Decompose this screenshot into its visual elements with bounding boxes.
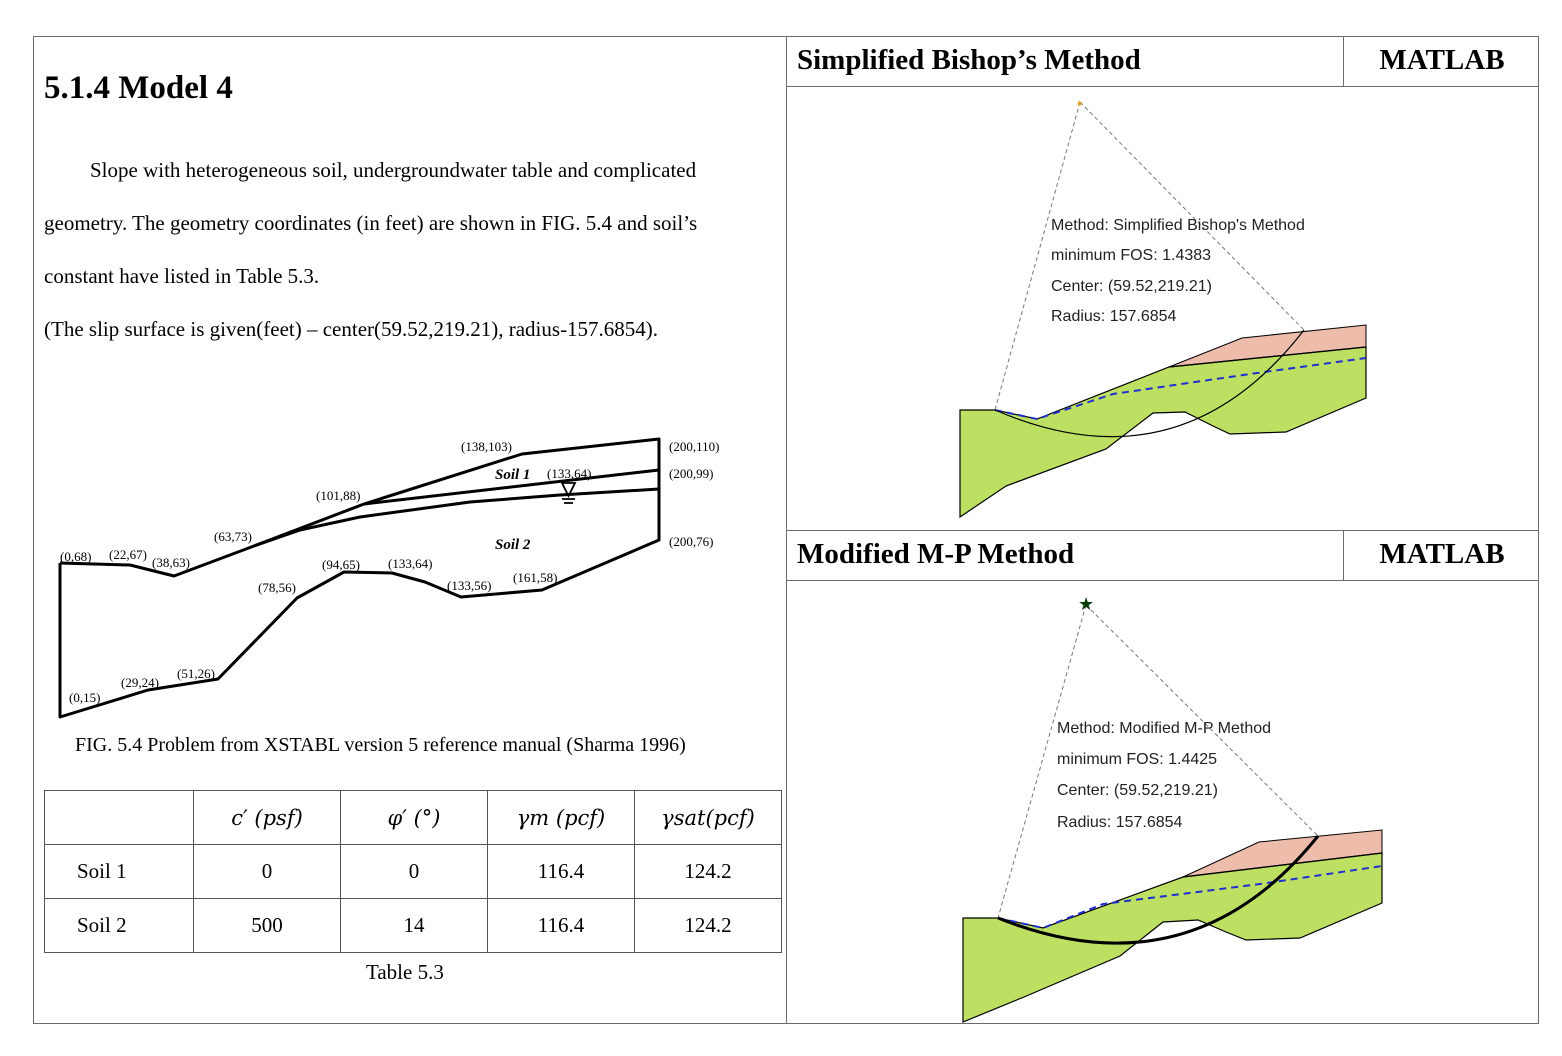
panel2-tag: MATLAB (1379, 538, 1505, 570)
panel1-tag: MATLAB (1379, 44, 1505, 76)
label-138-103: (138,103) (461, 439, 512, 454)
modified-mp-plot: ★ Method: Modified M-P Method minimum FO… (962, 594, 1383, 1023)
soil-boundary-line (1168, 346, 1367, 368)
table-cell: 116.4 (487, 844, 635, 899)
table-cell: 116.4 (487, 898, 635, 953)
paragraph-line-3: constant have listed in Table 5.3. (44, 264, 320, 288)
table-cell: 124.2 (634, 898, 782, 953)
water-table-line (994, 357, 1367, 421)
label-78-56: (78,56) (258, 580, 296, 595)
table-header-row: c′ (psf) φ′ (°) γm (pcf) γsat(pcf) (44, 790, 782, 845)
slip-surface (997, 835, 1320, 945)
figure-caption: FIG. 5.4 Problem from XSTABL version 5 r… (75, 734, 686, 756)
radius-line-right (1085, 604, 1319, 837)
soil-boundary-line (1182, 852, 1383, 878)
table-row: Soil 2 500 14 116.4 124.2 (44, 898, 782, 953)
table-row: Soil 1 0 0 116.4 124.2 (44, 844, 782, 899)
table-header-cell: c′ (psf) (193, 790, 341, 845)
slope-geometry-figure: (0,68) (22,67) (38,63) (63,73) (101,88) … (58, 437, 719, 719)
table-header-cell: φ′ (°) (340, 790, 488, 845)
radius-line-right (1079, 101, 1305, 331)
paragraph-line-2: geometry. The geometry coordinates (in f… (44, 211, 698, 235)
soil2-region (959, 346, 1367, 519)
label-0-15: (0,15) (69, 690, 100, 705)
table-header-cell: γsat(pcf) (634, 790, 782, 845)
table-cell: 0 (193, 844, 341, 899)
panel2-header-divider (786, 580, 1539, 581)
soil-constants-table: c′ (psf) φ′ (°) γm (pcf) γsat(pcf) Soil … (44, 790, 782, 953)
water-table-icon (560, 482, 577, 504)
panel1-title: Simplified Bishop’s Method (797, 44, 1141, 76)
center-marker-icon: ★ (1076, 99, 1083, 108)
label-38-63: (38,63) (152, 555, 190, 570)
label-0-68: (0,68) (60, 549, 91, 564)
annotation-center: Center: (59.52,219.21) (1057, 782, 1218, 799)
annotation-fos: minimum FOS: 1.4383 (1051, 247, 1211, 264)
table-cell: 14 (340, 898, 488, 953)
label-63-73: (63,73) (214, 529, 252, 544)
label-22-67: (22,67) (109, 547, 147, 562)
annotation-radius: Radius: 157.6854 (1057, 814, 1183, 831)
soil2-label: Soil 2 (495, 537, 531, 553)
label-51-26: (51,26) (177, 666, 215, 681)
panel1-header-divider (786, 86, 1539, 87)
annotation-fos: minimum FOS: 1.4425 (1057, 751, 1217, 768)
ground-surface-line (58, 437, 661, 719)
soil2-region (962, 852, 1383, 1023)
soil1-label: Soil 1 (495, 467, 530, 483)
center-marker-icon: ★ (1078, 594, 1094, 614)
bishop-plot: ★ Method: Simplified Bishop's Method min… (959, 99, 1367, 519)
table-header-cell (44, 790, 194, 845)
label-133-56: (133,56) (447, 578, 491, 593)
annotation-radius: Radius: 157.6854 (1051, 308, 1177, 325)
label-200-76: (200,76) (669, 534, 713, 549)
table-cell: Soil 1 (44, 844, 194, 899)
table-caption: Table 5.3 (366, 960, 444, 984)
water-table-line (253, 487, 660, 548)
annotation-center: Center: (59.52,219.21) (1051, 278, 1212, 295)
radius-line-left (994, 101, 1081, 411)
table-header-cell: γm (pcf) (487, 790, 635, 845)
soil1-boundary-line (363, 468, 660, 506)
label-200-110: (200,110) (669, 439, 719, 454)
label-29-24: (29,24) (121, 675, 159, 690)
label-133-64: (133,64) (388, 556, 432, 571)
table-cell: 0 (340, 844, 488, 899)
table-cell: 124.2 (634, 844, 782, 899)
label-161-58: (161,58) (513, 570, 557, 585)
panel-divider (786, 530, 1539, 531)
label-101-88: (101,88) (316, 488, 360, 503)
annotation-method: Method: Simplified Bishop's Method (1051, 217, 1305, 234)
label-94-65: (94,65) (322, 557, 360, 572)
table-cell: Soil 2 (44, 898, 194, 953)
panel2-tag-divider (1343, 530, 1344, 580)
panel2-title: Modified M-P Method (797, 538, 1075, 570)
section-title: 5.1.4 Model 4 (44, 70, 233, 106)
label-133-64-top: (133,64) (547, 466, 591, 481)
slip-surface (994, 329, 1305, 438)
radius-line-left (997, 604, 1087, 919)
water-table-line (997, 865, 1383, 930)
paragraph-line-4: (The slip surface is given(feet) – cente… (44, 317, 659, 341)
annotation-method: Method: Modified M-P Method (1057, 720, 1271, 737)
label-200-99: (200,99) (669, 466, 713, 481)
panel1-tag-divider (1343, 36, 1344, 86)
paragraph-line-1: Slope with heterogeneous soil, undergrou… (90, 158, 697, 182)
table-cell: 500 (193, 898, 341, 953)
